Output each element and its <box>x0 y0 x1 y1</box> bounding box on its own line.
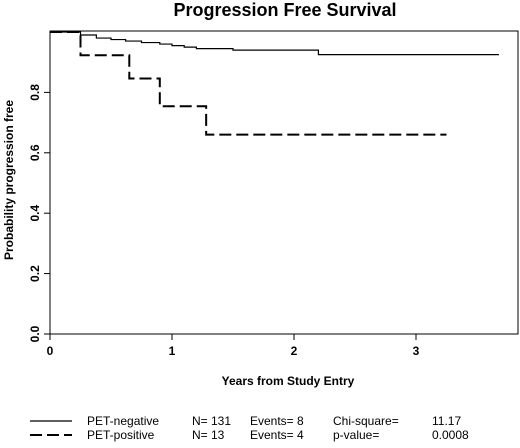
legend: PET-negative N= 131 Events= 8 Chi-square= 11… <box>30 414 469 442</box>
legend-label: PET-positive <box>87 428 155 442</box>
legend-n: N= 131 <box>192 414 231 428</box>
x-tick-label: 2 <box>291 344 298 358</box>
y-tick-label: 0.8 <box>28 84 42 101</box>
y-tick-label: 0.0 <box>28 325 42 342</box>
series-line-pet-negative <box>50 31 499 56</box>
legend-stat-value: 11.17 <box>432 414 461 428</box>
y-tick-label: 0.4 <box>28 205 42 222</box>
y-axis: 0.0 0.2 0.4 0.6 0.8 <box>28 84 50 342</box>
x-tick-label: 0 <box>47 344 54 358</box>
series-layer <box>50 31 499 136</box>
y-axis-label: Probability progression free <box>2 100 16 260</box>
plot-area <box>49 30 519 335</box>
legend-stat-label: p-value= <box>333 428 379 442</box>
legend-events: Events= 4 <box>250 428 304 442</box>
x-tick-label: 1 <box>169 344 176 358</box>
chart-title: Progression Free Survival <box>173 0 396 20</box>
legend-label: PET-negative <box>87 414 159 428</box>
x-tick-label: 3 <box>413 344 420 358</box>
plot-frame <box>49 30 519 335</box>
series-line-pet-positive <box>50 31 447 136</box>
legend-n: N= 13 <box>192 428 225 442</box>
x-axis: 0 1 2 3 <box>47 334 420 358</box>
legend-stat-value: 0.0008 <box>432 428 469 442</box>
legend-stat-label: Chi-square= <box>333 414 399 428</box>
x-axis-label: Years from Study Entry <box>222 374 355 388</box>
y-tick-label: 0.6 <box>28 144 42 161</box>
legend-events: Events= 8 <box>250 414 304 428</box>
y-tick-label: 0.2 <box>28 265 42 282</box>
